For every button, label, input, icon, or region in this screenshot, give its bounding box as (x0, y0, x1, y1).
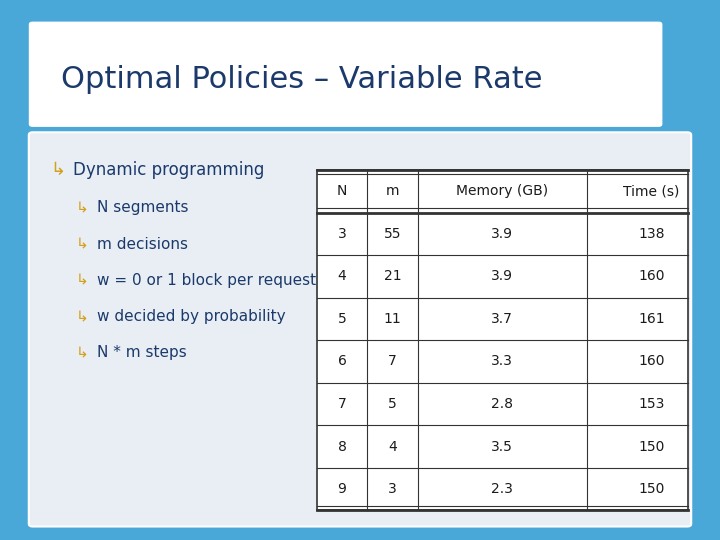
Text: ↳: ↳ (76, 309, 89, 324)
Text: 3.9: 3.9 (491, 227, 513, 241)
Text: 2.8: 2.8 (491, 397, 513, 411)
Text: 3: 3 (338, 227, 346, 241)
Text: 5: 5 (388, 397, 397, 411)
Text: 21: 21 (384, 269, 401, 284)
Text: 153: 153 (639, 397, 665, 411)
Text: 5: 5 (338, 312, 346, 326)
Text: 161: 161 (639, 312, 665, 326)
Text: Time (s): Time (s) (624, 184, 680, 198)
Text: 150: 150 (639, 440, 665, 454)
Text: 160: 160 (639, 354, 665, 368)
Text: Optimal Policies – Variable Rate: Optimal Policies – Variable Rate (61, 65, 543, 94)
Text: 7: 7 (388, 354, 397, 368)
Text: 9: 9 (338, 482, 346, 496)
Text: 11: 11 (384, 312, 401, 326)
Text: 138: 138 (639, 227, 665, 241)
FancyBboxPatch shape (29, 132, 691, 526)
Text: ↳: ↳ (76, 345, 89, 360)
Text: w decided by probability: w decided by probability (97, 309, 286, 324)
Text: ↳: ↳ (76, 273, 89, 288)
Text: Dynamic programming: Dynamic programming (73, 161, 265, 179)
Text: 4: 4 (338, 269, 346, 284)
Text: 3.7: 3.7 (491, 312, 513, 326)
Text: Memory (GB): Memory (GB) (456, 184, 548, 198)
Text: w = 0 or 1 block per request: w = 0 or 1 block per request (97, 273, 316, 288)
Text: 7: 7 (338, 397, 346, 411)
Text: 150: 150 (639, 482, 665, 496)
Text: N * m steps: N * m steps (97, 345, 187, 360)
Text: 55: 55 (384, 227, 401, 241)
Text: 160: 160 (639, 269, 665, 284)
Text: 6: 6 (338, 354, 346, 368)
Text: m: m (386, 184, 399, 198)
Text: 3: 3 (388, 482, 397, 496)
Text: ↳: ↳ (50, 161, 66, 179)
Text: N segments: N segments (97, 200, 189, 215)
Text: 3.3: 3.3 (491, 354, 513, 368)
Text: 3.5: 3.5 (491, 440, 513, 454)
Text: 8: 8 (338, 440, 346, 454)
Text: 3.9: 3.9 (491, 269, 513, 284)
Text: N: N (337, 184, 347, 198)
Text: m decisions: m decisions (97, 237, 188, 252)
FancyBboxPatch shape (317, 170, 688, 510)
FancyBboxPatch shape (29, 22, 662, 127)
Text: ↳: ↳ (76, 200, 89, 215)
Text: 4: 4 (388, 440, 397, 454)
Text: ↳: ↳ (76, 237, 89, 252)
Text: 2.3: 2.3 (491, 482, 513, 496)
